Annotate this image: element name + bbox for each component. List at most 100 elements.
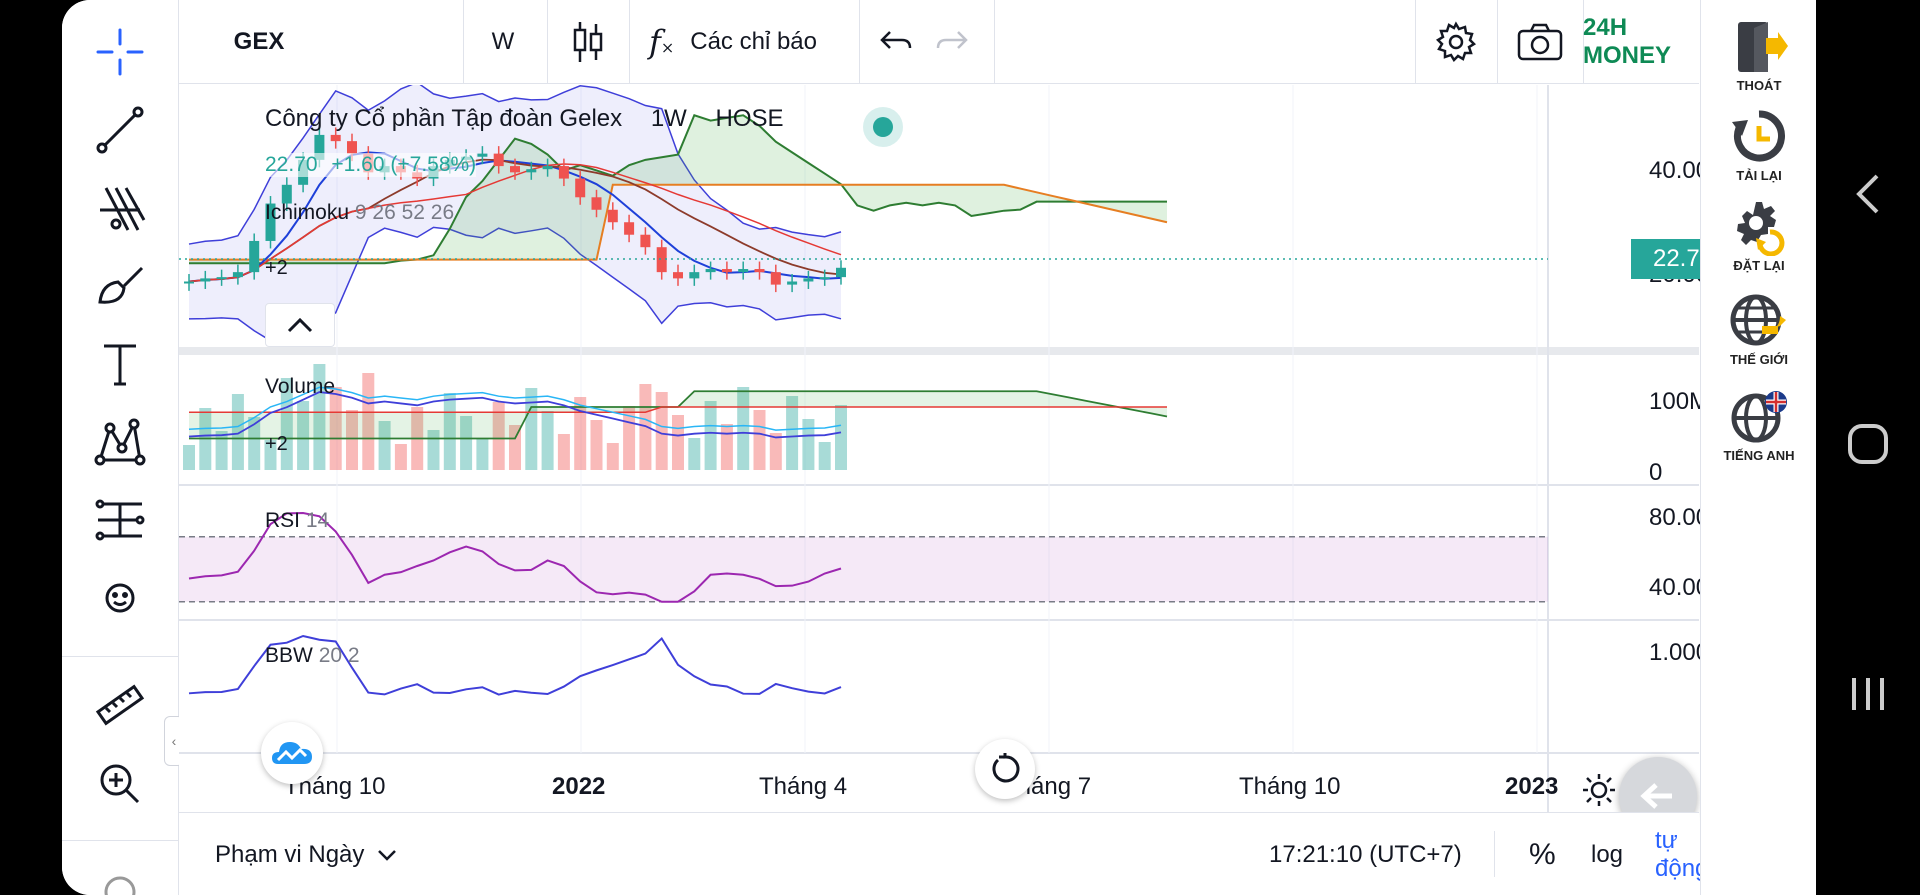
ruler-icon[interactable] [90, 676, 150, 736]
volume-pane[interactable] [183, 364, 1168, 470]
volume-tick-0: 0 [1649, 459, 1663, 486]
volume-ma-line [188, 386, 842, 431]
chart-canvas[interactable] [179, 85, 1699, 812]
text-icon[interactable] [90, 334, 150, 394]
volume-band-line [188, 391, 842, 439]
reload-button[interactable]: TẢI LẠI [1701, 108, 1816, 183]
nav-recents-button[interactable] [1840, 666, 1896, 722]
brand-link[interactable]: 24H MONEY [1583, 14, 1672, 69]
interval-button[interactable]: W [491, 28, 515, 55]
trend-line-icon[interactable] [90, 100, 150, 160]
candle-body [836, 267, 846, 278]
tradingview-logo-button[interactable] [261, 722, 323, 784]
magnet-icon[interactable] [90, 860, 150, 895]
candle-body [673, 272, 683, 279]
volume-bar [346, 410, 358, 470]
legend-timeframe: 1W [650, 105, 687, 132]
rsi-band-fill [179, 536, 1548, 602]
ichimoku-cloud-fill [189, 115, 1167, 264]
volume-bar [329, 387, 342, 470]
legend-change: +1.60 (+7.58%) [331, 153, 477, 176]
ichimoku-offset: +2 [265, 257, 288, 279]
volume-bar [476, 439, 489, 470]
reset-chart-button[interactable] [975, 739, 1035, 799]
chart-area[interactable]: Công ty Cổ phần Tập đoàn Gelex 1W HOSE 2… [179, 85, 1736, 835]
volume-bar [460, 416, 473, 470]
candle-body [738, 269, 749, 273]
undo-button[interactable] [871, 0, 921, 84]
volume-legend[interactable]: Volume [265, 375, 336, 398]
chart-type-button[interactable] [547, 0, 629, 84]
candle-body [640, 234, 651, 248]
percent-toggle[interactable]: % [1529, 837, 1556, 871]
world-label: THẾ GIỚI [1729, 352, 1789, 367]
candle-body [558, 166, 569, 179]
log-toggle[interactable]: log [1591, 840, 1624, 868]
english-button[interactable]: TIẾNG ANH [1701, 388, 1816, 463]
auto-scale-toggle[interactable]: tự động [1655, 826, 1709, 882]
volume-bar [818, 442, 831, 470]
collapse-legend-button[interactable] [265, 303, 335, 347]
volume-bar [427, 430, 440, 470]
settings-button[interactable] [1415, 0, 1497, 84]
brush-icon[interactable] [90, 256, 150, 316]
candle-body [787, 281, 798, 285]
candle-body [347, 141, 357, 154]
smiley-icon[interactable] [90, 568, 150, 628]
date-range-dropdown[interactable]: Phạm vi Ngày [215, 813, 398, 895]
rsi-params: 14 [305, 509, 330, 532]
symbol-search-button[interactable]: GEX [233, 28, 285, 55]
clock-label[interactable]: 17:21:10 (UTC+7) [1269, 840, 1462, 868]
function-icon: f× [649, 23, 675, 61]
reset-label: ĐẶT LẠI [1733, 258, 1785, 273]
rsi-legend[interactable]: RSI 14 [265, 509, 329, 533]
rsi-pane[interactable] [179, 512, 1548, 603]
exit-label: THOÁT [1736, 78, 1782, 93]
bbw-legend[interactable]: BBW 20 2 [265, 644, 360, 668]
candle-body [184, 281, 194, 284]
indicators-button[interactable]: f× Các chỉ báo [649, 0, 859, 84]
volume-bar [248, 417, 261, 470]
legend-price: 22.70 [265, 153, 318, 176]
camera-icon [1517, 23, 1563, 61]
bottom-toolbar: Phạm vi Ngày 17:21:10 (UTC+7) % log tự đ… [179, 812, 1708, 895]
zoom-in-icon[interactable] [90, 754, 150, 814]
nav-back-button[interactable] [1840, 166, 1896, 222]
volume-bar [606, 443, 619, 470]
candle-body [526, 169, 537, 173]
chevron-up-icon [287, 317, 313, 333]
rsi-name: RSI [265, 509, 301, 532]
arrow-left-icon [1640, 783, 1672, 809]
candle-body [656, 247, 667, 273]
volume-bar [378, 421, 391, 470]
nav-home-button[interactable] [1840, 416, 1896, 472]
prediction-icon[interactable] [90, 490, 150, 550]
candle-body [754, 269, 765, 273]
volume-bar [655, 392, 668, 470]
volume-bar [509, 425, 521, 470]
english-label: TIẾNG ANH [1723, 448, 1795, 463]
candles-icon [573, 22, 603, 62]
volume-cloud-fill [189, 391, 1167, 439]
redo-button[interactable] [927, 0, 977, 84]
reload-icon [1732, 110, 1785, 162]
ichimoku-name: Ichimoku [265, 201, 350, 224]
volume-bar [835, 405, 847, 470]
exit-button[interactable]: THOÁT [1701, 18, 1816, 93]
bbw-pane[interactable] [188, 634, 842, 696]
pattern-icon[interactable] [90, 412, 150, 472]
candle-body [819, 277, 830, 280]
reset-button[interactable]: ĐẶT LẠI [1701, 198, 1816, 273]
reset-gear-icon [1737, 202, 1785, 256]
symbol-legend[interactable]: Công ty Cổ phần Tập đoàn Gelex 1W HOSE [265, 105, 784, 133]
candle-body [803, 278, 814, 282]
time-axis-settings-button[interactable] [1574, 765, 1624, 815]
pitchfork-icon[interactable] [90, 178, 150, 238]
ichimoku-legend[interactable]: Ichimoku 9 26 52 26 [265, 201, 454, 225]
candle-body [281, 184, 292, 204]
screenshot-button[interactable] [1497, 0, 1583, 84]
world-button[interactable]: THẾ GIỚI [1701, 292, 1816, 367]
volume-bar [313, 364, 326, 470]
time-tick: 2022 [552, 773, 606, 800]
crosshair-icon[interactable] [90, 22, 150, 82]
